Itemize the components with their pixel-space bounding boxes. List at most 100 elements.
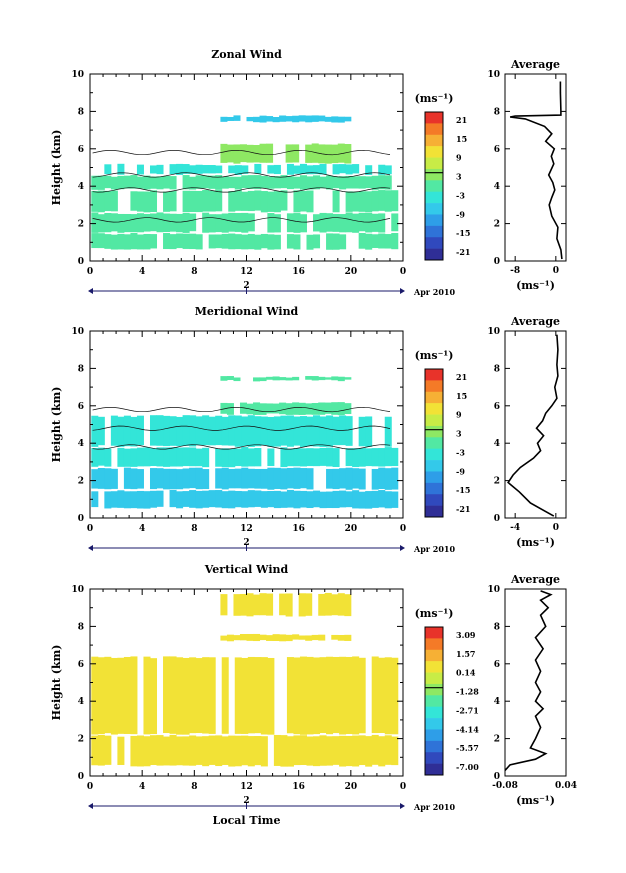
colorbar-segment bbox=[425, 146, 443, 158]
heatmap-cell bbox=[313, 214, 321, 232]
heatmap-cell bbox=[260, 657, 268, 735]
colorbar-segment bbox=[425, 391, 443, 404]
heatmap-cell bbox=[305, 376, 313, 380]
heatmap-cell bbox=[253, 377, 261, 382]
heatmap-cell bbox=[319, 176, 327, 189]
heatmap-cell bbox=[130, 416, 138, 447]
heatmap-cell bbox=[228, 212, 236, 232]
heatmap-cell bbox=[331, 634, 339, 640]
colorbar-tick-label: -2.71 bbox=[456, 705, 479, 715]
heatmap-cell bbox=[319, 735, 327, 766]
heatmap-cell bbox=[292, 634, 300, 640]
heatmap-cell bbox=[254, 490, 262, 507]
date-axis-arrow-left bbox=[88, 288, 93, 294]
heatmap-cell bbox=[97, 214, 105, 233]
heatmap-cell bbox=[365, 212, 373, 233]
heatmap-cell bbox=[117, 736, 125, 765]
heatmap-cell bbox=[305, 144, 313, 163]
heatmap-cell bbox=[110, 190, 118, 212]
heatmap-cell bbox=[136, 176, 144, 189]
average-y-tick-label: 8 bbox=[494, 364, 500, 374]
heatmap-cell bbox=[91, 448, 99, 467]
heatmap-cell bbox=[97, 468, 105, 489]
date-axis-arrow-right bbox=[400, 288, 405, 294]
heatmap-cell bbox=[234, 176, 242, 190]
heatmap-cell bbox=[318, 402, 326, 415]
heatmap-cell bbox=[293, 234, 301, 250]
heatmap-cell bbox=[234, 234, 242, 250]
average-y-tick-label: 10 bbox=[487, 70, 500, 80]
average-frame bbox=[504, 73, 567, 262]
heatmap-cell bbox=[130, 175, 138, 189]
heatmap-cell bbox=[234, 735, 242, 767]
heatmap-cell bbox=[234, 490, 242, 508]
heatmap-cell bbox=[130, 735, 138, 767]
heatmap-cell bbox=[239, 144, 247, 163]
colorbar-segment bbox=[425, 471, 443, 484]
heatmap-cell bbox=[384, 657, 392, 735]
heatmap-cell bbox=[163, 656, 171, 734]
average-y-tick-label: 6 bbox=[494, 145, 500, 155]
heatmap-cell bbox=[241, 657, 249, 734]
heatmap-cell bbox=[220, 143, 228, 163]
heatmap-cell bbox=[298, 115, 306, 122]
heatmap-cell bbox=[247, 175, 255, 189]
heatmap-cell bbox=[254, 447, 262, 467]
heatmap-cell bbox=[345, 656, 353, 734]
heatmap-cell bbox=[234, 468, 242, 489]
heatmap-cell bbox=[169, 176, 177, 190]
heatmap-cell bbox=[195, 164, 203, 174]
heatmap-cell bbox=[344, 116, 352, 122]
heatmap-cell bbox=[326, 415, 334, 447]
heatmap-cell bbox=[254, 416, 262, 447]
heatmap-cells bbox=[91, 592, 399, 767]
heatmap-cell bbox=[221, 467, 229, 490]
heatmap-cell bbox=[136, 234, 144, 250]
heatmap-cell bbox=[91, 175, 99, 190]
heatmap-cell bbox=[378, 657, 386, 734]
heatmap-cell bbox=[220, 402, 228, 414]
heatmap-cell bbox=[246, 633, 254, 641]
heatmap-cell bbox=[215, 468, 223, 489]
heatmap-cell bbox=[332, 190, 340, 213]
heatmap-cell bbox=[156, 176, 164, 190]
heatmap-cell bbox=[208, 175, 216, 189]
colorbar-unit: (ms⁻¹) bbox=[415, 92, 454, 105]
heatmap-cell bbox=[130, 468, 138, 490]
heatmap-cell bbox=[234, 415, 242, 447]
x-tick-label: 0 bbox=[87, 267, 93, 277]
heatmap-cell bbox=[228, 490, 236, 509]
heatmap-cell bbox=[331, 376, 339, 381]
heatmap-cell bbox=[384, 468, 392, 490]
heatmap-cell bbox=[266, 635, 274, 641]
colorbar-tick-label: -21 bbox=[456, 247, 470, 257]
heatmap-cell bbox=[156, 447, 164, 467]
heatmap-cell bbox=[241, 191, 249, 211]
heatmap-cell bbox=[195, 658, 203, 734]
heatmap-cell bbox=[378, 190, 386, 211]
heatmap-cell bbox=[286, 657, 294, 734]
average-profile-line bbox=[504, 590, 553, 771]
heatmap-cell bbox=[259, 377, 267, 382]
heatmap-cell bbox=[117, 233, 125, 250]
heatmap-cell bbox=[117, 490, 125, 508]
heatmap-cell bbox=[391, 447, 399, 467]
heatmap-cell bbox=[279, 377, 287, 381]
colorbar-segment bbox=[425, 191, 443, 204]
y-tick-label: 10 bbox=[71, 70, 84, 80]
heatmap-cell bbox=[279, 634, 287, 642]
contour-line bbox=[92, 172, 391, 178]
heatmap-cell bbox=[163, 468, 171, 490]
heatmap-cell bbox=[345, 164, 353, 175]
average-y-tick-label: 10 bbox=[487, 327, 500, 337]
average-x-label: (ms⁻¹) bbox=[516, 794, 555, 807]
heatmap-cell bbox=[91, 212, 99, 233]
x-tick-label: 4 bbox=[139, 524, 145, 534]
heatmap-cell bbox=[156, 212, 164, 233]
average-x-tick-label: 0.04 bbox=[555, 781, 577, 791]
heatmap-cell bbox=[286, 415, 294, 447]
average-y-tick-label: 0 bbox=[494, 257, 500, 267]
heatmap-cell bbox=[195, 448, 203, 467]
heatmap-cell bbox=[273, 416, 281, 447]
